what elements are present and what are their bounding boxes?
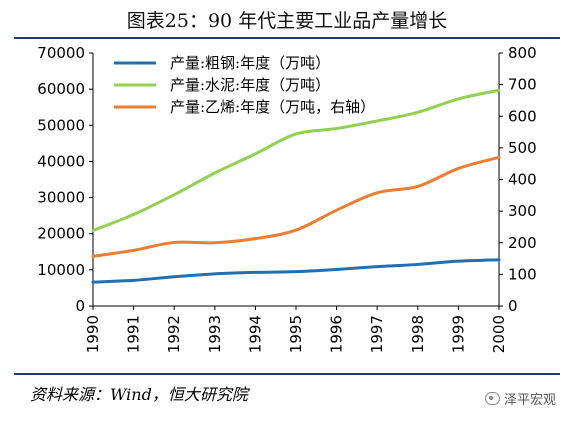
x-tick-label: 1996 bbox=[328, 315, 346, 353]
y-right-tick-label: 0 bbox=[508, 297, 518, 315]
title-rule bbox=[14, 37, 560, 39]
wechat-icon bbox=[485, 392, 500, 405]
chart-title: 图表25：90 年代主要工业品产量增长 bbox=[126, 10, 448, 32]
watermark: 泽平宏观 bbox=[485, 389, 556, 408]
y-right-tick-label: 400 bbox=[508, 171, 537, 189]
watermark-label: 泽平宏观 bbox=[504, 393, 557, 408]
x-tick-label: 1998 bbox=[409, 315, 427, 353]
x-tick-label: 1992 bbox=[165, 315, 183, 353]
y-right-tick-label: 200 bbox=[508, 234, 537, 252]
series-lines bbox=[91, 88, 501, 284]
legend-label-3: 产量:乙烯:年度（万吨，右轴） bbox=[170, 98, 375, 116]
legend: 产量:粗钢:年度（万吨） 产量:水泥:年度（万吨） 产量:乙烯:年度（万吨，右轴） bbox=[114, 54, 375, 116]
x-tick-label: 1993 bbox=[206, 315, 224, 353]
series-line-3 bbox=[91, 155, 501, 258]
series-line-2 bbox=[91, 88, 501, 232]
axes: 0 10000 20000 30000 40000 50000 60000 70000 0 100… bbox=[37, 44, 536, 353]
y-right-tick-label: 600 bbox=[508, 107, 537, 125]
x-tick-label: 2000 bbox=[490, 315, 508, 353]
x-tick-label: 1990 bbox=[84, 315, 102, 353]
x-tick-label: 1994 bbox=[246, 315, 264, 353]
y-right-tick-label: 300 bbox=[508, 202, 537, 220]
y-left-tick-label: 50000 bbox=[37, 116, 85, 134]
legend-label-1: 产量:粗钢:年度（万吨） bbox=[170, 54, 330, 72]
y-left-tick-label: 40000 bbox=[37, 152, 85, 170]
y-right-tick-label: 100 bbox=[508, 265, 537, 283]
series-line-1 bbox=[91, 258, 501, 284]
source-note: 资料来源：Wind，恒大研究院 bbox=[30, 385, 248, 404]
y-right-tick-label: 800 bbox=[508, 44, 537, 62]
y-left-tick-label: 20000 bbox=[37, 225, 85, 243]
y-left-tick-label: 60000 bbox=[37, 80, 85, 98]
legend-label-2: 产量:水泥:年度（万吨） bbox=[170, 76, 330, 94]
y-left-tick-label: 30000 bbox=[37, 189, 85, 207]
y-left-tick-label: 70000 bbox=[37, 44, 85, 62]
x-tick-label: 1997 bbox=[368, 315, 386, 353]
y-right-tick-label: 700 bbox=[508, 76, 537, 94]
x-tick-label: 1991 bbox=[125, 315, 143, 353]
y-left-tick-label: 0 bbox=[75, 297, 85, 315]
line-chart: 0 10000 20000 30000 40000 50000 60000 70000 0 100… bbox=[37, 44, 536, 353]
y-right-tick-label: 500 bbox=[508, 139, 537, 157]
source-rule bbox=[14, 373, 560, 375]
x-tick-label: 1995 bbox=[287, 315, 305, 353]
x-tick-label: 1999 bbox=[449, 315, 467, 353]
y-left-tick-label: 10000 bbox=[37, 261, 85, 279]
